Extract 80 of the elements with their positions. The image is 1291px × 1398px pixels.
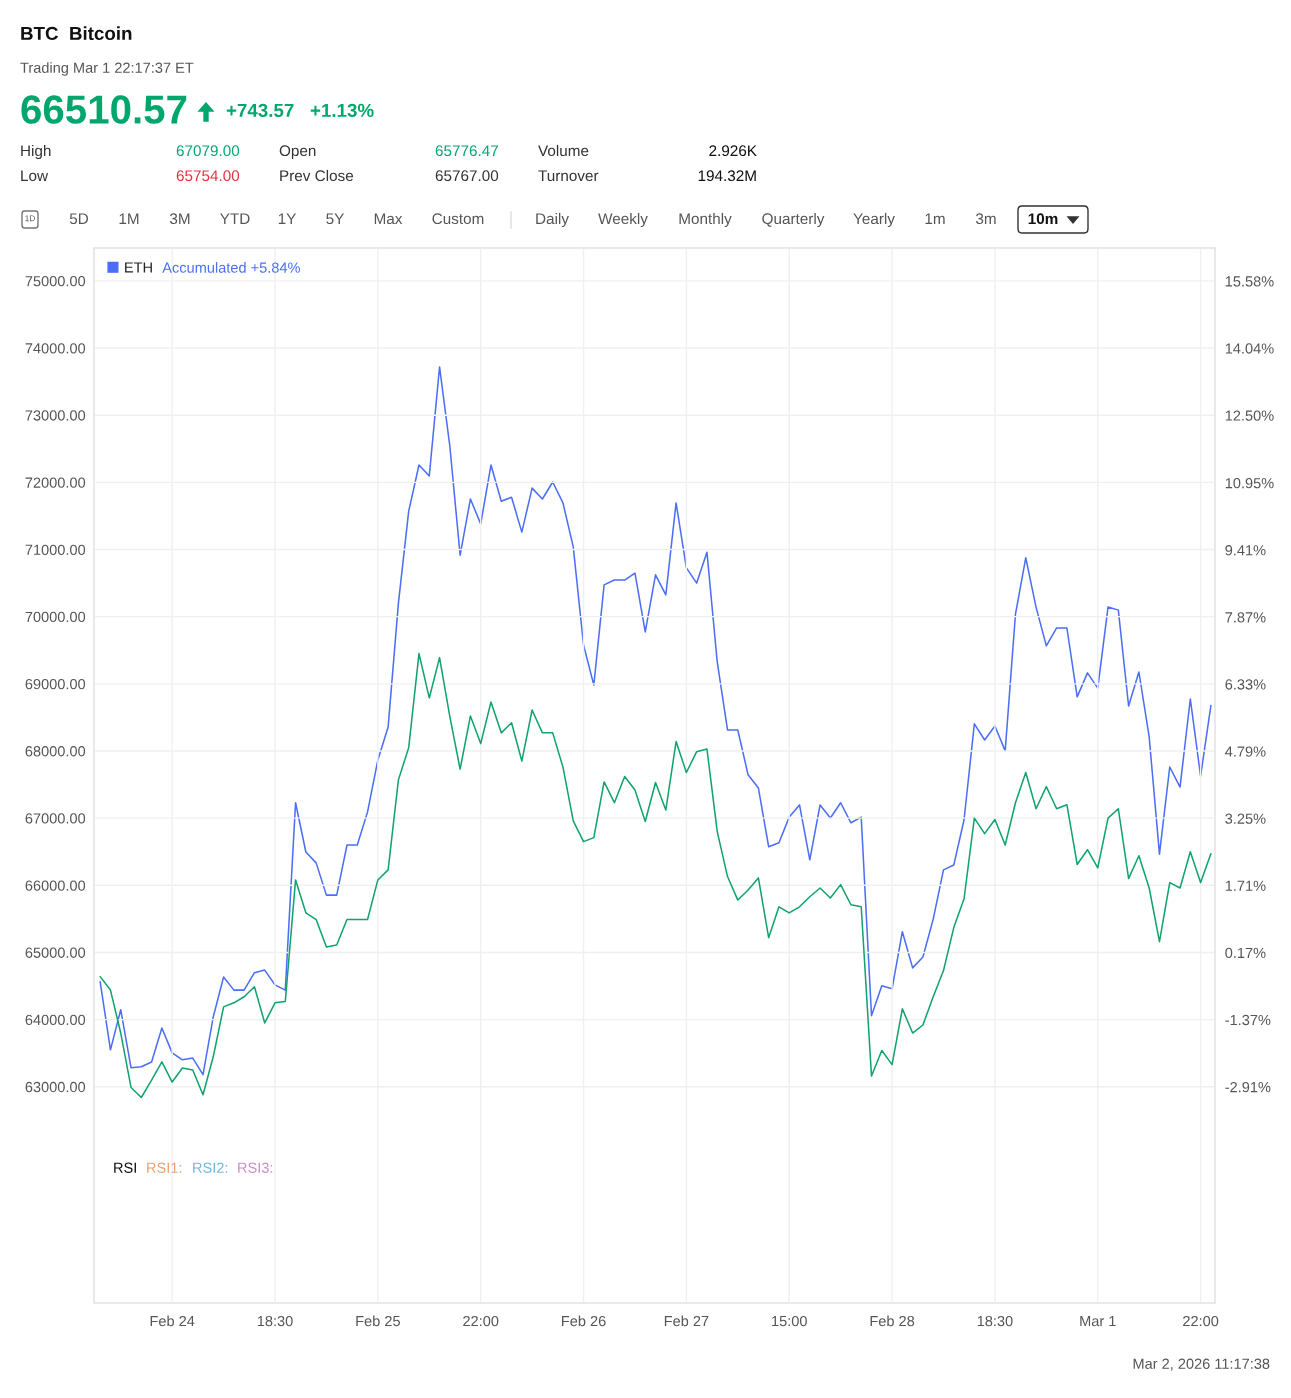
- text: 65776.47: [435, 145, 498, 157]
- y-tick-label: 69000.00: [25, 678, 86, 690]
- text: 10m: [1028, 213, 1058, 225]
- text: YTD: [220, 213, 250, 224]
- line-series: [99, 652, 1212, 1099]
- y-tick-label: 63000.00: [25, 1081, 86, 1093]
- x-tick-label: Mar 1: [1080, 1316, 1116, 1327]
- y-tick-label: 67000.00: [25, 813, 86, 824]
- legend-label: ETH: [125, 262, 152, 273]
- line-series: [99, 366, 1212, 1076]
- x-tick-label: 22:00: [463, 1315, 499, 1327]
- x-tick-label: 18:30: [257, 1315, 293, 1327]
- text: +1.13%: [310, 103, 374, 118]
- y2-tick-label: 9.41%: [1225, 545, 1266, 556]
- text: 67079.00: [176, 145, 240, 157]
- text: Prev Close: [280, 169, 354, 182]
- y2-tick-label: 15.58%: [1225, 276, 1274, 287]
- y-tick-label: 66000.00: [25, 880, 86, 891]
- y2-tick-label: 6.33%: [1225, 679, 1266, 690]
- text: 1m: [925, 213, 945, 224]
- text: 5D: [69, 213, 89, 225]
- text: Yearly: [853, 212, 895, 228]
- text: Daily: [536, 212, 569, 228]
- text: Volume: [538, 144, 589, 157]
- text: Open: [279, 145, 316, 160]
- x-tick-label: 18:30: [977, 1315, 1013, 1327]
- x-tick-label: Feb 26: [562, 1315, 606, 1327]
- annotation: RSI1:: [147, 1162, 182, 1173]
- y-tick-label: 74000.00: [25, 343, 86, 354]
- y2-tick-label: 4.79%: [1225, 746, 1266, 757]
- text: Monthly: [679, 212, 732, 228]
- y-tick-label: 71000.00: [25, 544, 86, 555]
- text: 1Y: [278, 213, 297, 224]
- text: 1D: [25, 215, 35, 222]
- annotation: RSI3:: [238, 1162, 273, 1173]
- text: Custom: [432, 213, 484, 225]
- chart-subtitle: Trading Mar 1 22:17:37 ET: [20, 62, 194, 76]
- text: 194.32M: [698, 170, 756, 182]
- y2-tick-label: 7.87%: [1225, 612, 1266, 623]
- y-tick-label: 73000.00: [25, 410, 86, 421]
- annotation: Accumulated +5.84%: [162, 262, 300, 273]
- x-tick-label: 22:00: [1183, 1315, 1219, 1327]
- y-tick-label: 64000.00: [25, 1014, 86, 1026]
- y2-tick-label: 12.50%: [1225, 410, 1274, 421]
- text: 1M: [119, 213, 139, 224]
- text: Max: [374, 213, 403, 225]
- x-tick-label: 15:00: [772, 1315, 807, 1327]
- y-tick-label: 68000.00: [25, 746, 86, 757]
- text: Low: [21, 170, 49, 182]
- y-tick-label: 75000.00: [25, 276, 86, 287]
- text: 66510.57: [21, 95, 187, 124]
- text: Turnover: [538, 170, 599, 182]
- x-tick-label: Feb 28: [870, 1315, 915, 1327]
- annotation: RSI2:: [193, 1162, 228, 1173]
- y2-tick-label: 10.95%: [1225, 477, 1274, 489]
- text: 65767.00: [435, 170, 499, 182]
- text: Quarterly: [762, 212, 825, 228]
- chart-title: BTC Bitcoin: [21, 26, 132, 41]
- y2-tick-label: -1.37%: [1225, 1014, 1271, 1026]
- x-tick-label: Feb 27: [664, 1315, 709, 1327]
- y2-tick-label: -2.91%: [1225, 1081, 1271, 1093]
- text: +743.57: [226, 103, 294, 118]
- text: 3M: [169, 213, 190, 225]
- y2-tick-label: 1.71%: [1225, 880, 1266, 891]
- y-tick-label: 72000.00: [25, 477, 86, 488]
- text: 5Y: [326, 213, 345, 225]
- text: 65754.00: [176, 170, 240, 182]
- x-tick-label: Feb 24: [150, 1315, 195, 1327]
- y-tick-label: 70000.00: [25, 611, 86, 623]
- text: Weekly: [598, 212, 648, 228]
- y2-tick-label: 14.04%: [1225, 343, 1274, 354]
- y-tick-label: 65000.00: [25, 947, 86, 958]
- x-tick-label: Feb 25: [356, 1315, 400, 1327]
- text: High: [21, 144, 51, 160]
- y2-tick-label: 3.25%: [1225, 813, 1266, 824]
- text: 2.926K: [709, 145, 757, 157]
- annotation: RSI: [114, 1162, 136, 1173]
- text: Mar 2, 2026 11:17:38: [1133, 1358, 1270, 1371]
- text: 3m: [975, 213, 996, 225]
- y2-tick-label: 0.17%: [1225, 947, 1266, 959]
